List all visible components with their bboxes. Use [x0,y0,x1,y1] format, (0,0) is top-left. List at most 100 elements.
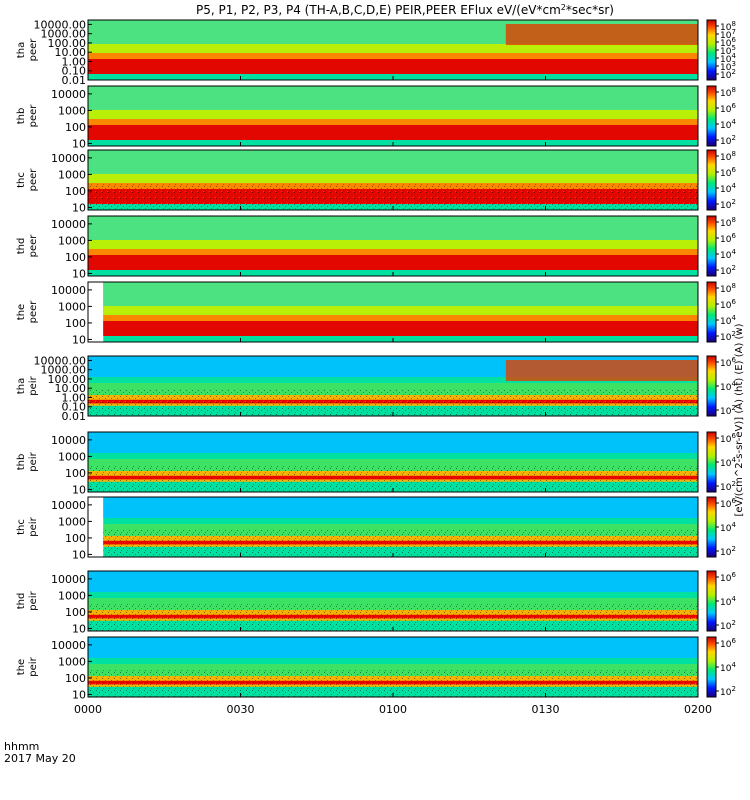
y-tick-label: 0.01 [62,74,87,87]
spectrogram-band [88,637,698,658]
panel-probe-label: thb [16,108,27,125]
panel-species-label: peer [28,168,39,192]
y-tick-label: 1.00 [62,55,87,68]
colorbar-tick-label: 108 [720,150,736,163]
colorbar-tick-exponent: 4 [731,380,736,388]
y-tick-label: 10 [72,137,86,150]
figure-title: P5, P1, P2, P3, P4 (TH-A,B,C,D,E) PEIR,P… [196,3,614,17]
panel-species-label: peer [28,38,39,62]
colorbar-tick-exponent: 7 [731,28,735,36]
colorbar [706,149,717,211]
y-tick-label: 1000 [58,589,86,602]
colorbar [706,570,717,632]
colorbar-tick-exponent: 6 [731,571,736,579]
panel-species-label: peer [28,300,39,324]
time-tick-label: 0030 [227,703,255,716]
y-tick-label: 10000 [51,499,86,512]
colorbar-tick-label: 102 [720,619,736,632]
y-tick-label: 10 [72,333,86,346]
y-tick-label: 10 [72,622,86,635]
colorbar-tick-label: 106 [720,637,736,650]
colorbar-tick-exponent: 4 [731,456,736,464]
spectrogram-band [103,497,698,518]
y-tick-label: 1000.00 [41,28,87,41]
colorbar-tick-label: 106 [720,232,736,245]
spectrogram-noise [88,183,698,210]
colorbar-tick-label: 108 [720,216,736,229]
colorbar-tick-label: 102 [720,545,736,558]
y-tick-label: 100 [65,532,86,545]
colorbar [706,19,717,81]
colorbar-tick-exponent: 8 [731,20,735,28]
spectrogram-change-region [505,24,698,45]
colorbar-tick-exponent: 4 [731,248,736,256]
time-axis-caption-top: hhmm [4,740,39,753]
panel-probe-label: tha [16,42,27,58]
colorbar [706,355,717,417]
panel-species-label: peer [28,234,39,258]
colorbar-tick-exponent: 8 [731,282,735,290]
spectrogram-band [88,59,698,74]
panel-species-label: peir [28,516,39,536]
y-tick-label: 10000 [51,639,86,652]
y-tick-label: 10000.00 [34,354,87,367]
y-tick-label: 10.00 [55,382,87,395]
colorbar-tick-exponent: 6 [731,356,736,364]
panels-group: 10000.001000.00100.0010.001.000.100.01th… [16,18,736,701]
y-tick-label: 100 [65,251,86,264]
y-tick-label: 10000 [51,573,86,586]
y-tick-label: 10 [72,267,86,280]
time-axis: hhmm 2017 May 20 0000 0030 0100 0130 0200 [4,703,712,765]
spectrogram-noise [88,389,698,416]
y-tick-label: 1.00 [62,391,87,404]
colorbar-tick-exponent: 6 [731,637,736,645]
panel-probe-label: the [16,659,27,675]
colorbar-tick-exponent: 2 [731,545,735,553]
time-tick-label: 0000 [74,703,102,716]
colorbar [706,215,717,277]
y-tick-label: 10 [72,688,86,701]
colorbar-tick-exponent: 4 [731,521,736,529]
colorbar-tick-exponent: 2 [731,264,735,272]
time-tick-label: 0200 [684,703,712,716]
y-tick-label: 0.01 [62,410,87,423]
y-tick-label: 1000 [58,515,86,528]
spectrogram-band [88,255,698,270]
colorbar-tick-exponent: 2 [731,619,735,627]
colorbar-tick-exponent: 6 [731,432,736,440]
y-tick-label: 1000 [58,450,86,463]
y-tick-label: 10000 [51,434,86,447]
y-tick-label: 100 [65,317,86,330]
spectrogram-band [103,321,698,336]
colorbar-tick-label: 106 [720,166,736,179]
panel-probe-label: thd [16,593,27,610]
colorbar-tick-exponent: 6 [731,36,736,44]
colorbar-tick-exponent: 2 [731,330,735,338]
y-tick-label: 10 [72,201,86,214]
colorbar [706,636,717,698]
colorbar-tick-label: 104 [720,182,736,195]
y-tick-label: 10.00 [55,46,87,59]
colorbar [706,496,717,558]
panel-probe-label: the [16,304,27,320]
spectrogram-noise [88,604,698,631]
colorbar-tick-label: 108 [720,86,736,99]
colorbar-tick-exponent: 4 [731,661,736,669]
colorbar-tick-label: 106 [720,102,736,115]
panel-probe-label: thb [16,454,27,471]
panel-the-peir: 10000 1000 100 10 the peir 106 104 102 [16,636,736,701]
panel-probe-label: thd [16,238,27,255]
y-tick-label: 10 [72,548,86,561]
spectrogram-band [88,125,698,140]
spectrogram-band [88,571,698,592]
y-tick-label: 10000 [51,284,86,297]
panel-thd-peer: 10000 1000 100 10 thd peer 108 106 104 102 [16,215,736,280]
colorbar-tick-exponent: 4 [731,182,736,190]
panel-probe-label: tha [16,378,27,394]
time-tick-labels: 0000 0030 0100 0130 0200 [74,703,712,716]
time-tick-label: 0130 [532,703,560,716]
colorbar-tick-label: 102 [720,134,736,147]
panel-species-label: peir [28,451,39,471]
colorbar-tick-exponent: 4 [731,314,736,322]
